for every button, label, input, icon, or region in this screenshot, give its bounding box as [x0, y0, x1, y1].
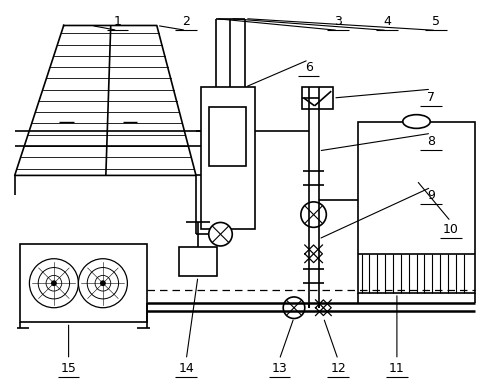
Circle shape: [87, 268, 119, 299]
Circle shape: [301, 202, 326, 227]
Text: 6: 6: [305, 61, 313, 74]
Circle shape: [100, 280, 106, 286]
Circle shape: [46, 276, 62, 291]
Ellipse shape: [403, 115, 430, 129]
Text: 12: 12: [330, 362, 346, 375]
Circle shape: [51, 280, 57, 286]
Text: 10: 10: [443, 223, 459, 236]
Circle shape: [78, 259, 127, 308]
Text: 5: 5: [432, 15, 440, 28]
Text: 8: 8: [427, 134, 435, 148]
Bar: [201, 87, 255, 229]
Text: 7: 7: [427, 91, 435, 103]
Text: 11: 11: [389, 362, 405, 375]
Bar: [302, 87, 333, 109]
Circle shape: [38, 268, 70, 299]
Bar: [179, 247, 217, 276]
Text: 2: 2: [182, 15, 190, 28]
Text: 13: 13: [271, 362, 287, 375]
Text: 1: 1: [114, 15, 122, 28]
Bar: [20, 244, 147, 323]
Text: 3: 3: [334, 15, 342, 28]
Text: 4: 4: [383, 15, 391, 28]
Text: 9: 9: [427, 189, 435, 201]
Circle shape: [95, 276, 111, 291]
Bar: [358, 122, 475, 293]
Text: 15: 15: [61, 362, 76, 375]
Bar: [209, 107, 246, 166]
Text: 14: 14: [178, 362, 194, 375]
Circle shape: [283, 297, 305, 319]
Circle shape: [29, 259, 78, 308]
Circle shape: [209, 223, 232, 246]
